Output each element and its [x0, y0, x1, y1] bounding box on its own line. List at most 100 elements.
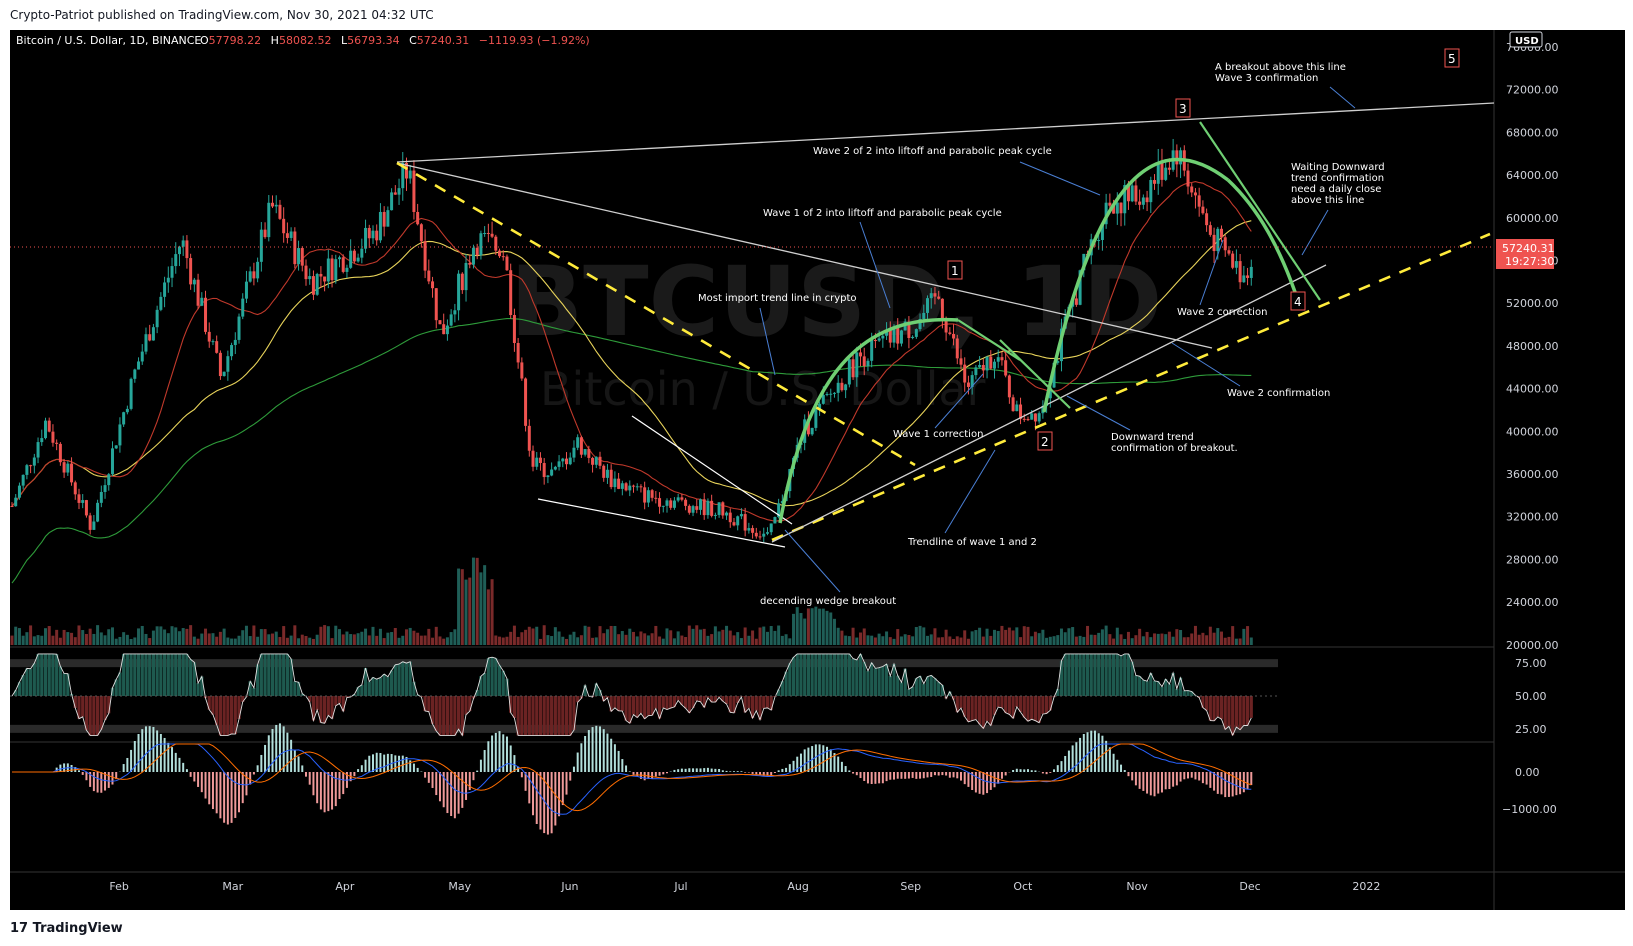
volume-bar [1071, 627, 1075, 645]
btcusd-chart[interactable]: BTCUSD, 1D Bitcoin / U.S. Dollar A break… [10, 30, 1625, 910]
volume-bar [438, 636, 442, 645]
price-tick-label: 32000.00 [1506, 511, 1559, 524]
candle-body [92, 521, 96, 530]
downtrend-line [1199, 121, 1321, 301]
candle-body [1108, 202, 1112, 206]
volume-bar [672, 638, 676, 645]
volume-bar [211, 633, 215, 645]
volume-bar [471, 557, 475, 645]
candle-body [646, 490, 650, 503]
volume-bar [620, 631, 624, 645]
volume-bar [591, 637, 595, 645]
ohlc-change: −1119.93 (−1.92%) [479, 34, 590, 47]
tradingview-logo[interactable]: 17 TradingView [10, 921, 123, 936]
candle-body [181, 240, 185, 247]
last-price-value: 57240.31 [1502, 242, 1555, 255]
volume-bar [215, 636, 219, 645]
candle-body [416, 211, 420, 225]
time-tick-label: Oct [1013, 880, 1033, 893]
ma-line-ma-20 [11, 181, 1252, 522]
candle-body [423, 241, 427, 271]
volume-bar [337, 629, 341, 645]
wedge-lower [537, 498, 786, 548]
candle-body [1149, 180, 1153, 203]
volume-bar [404, 629, 408, 645]
candle-body [844, 384, 848, 391]
volume-bar [1123, 638, 1127, 645]
candle-body [509, 270, 513, 316]
volume-bar [1026, 626, 1030, 645]
volume-bar [114, 638, 118, 645]
volume-bar [933, 628, 937, 645]
candle-body [702, 499, 706, 516]
volume-bar [47, 626, 51, 645]
time-axis[interactable]: Feb Mar Apr May Jun Jul Aug Sep Oct Nov Dec 2022 [109, 880, 1380, 893]
candle-body [196, 279, 200, 306]
volume-bar [449, 632, 453, 645]
volume-bar [468, 577, 472, 645]
rsi-band-upper [10, 659, 1278, 668]
ohlc-o-label: O [200, 34, 209, 47]
volume-bar [1171, 636, 1175, 645]
candle-body [88, 515, 92, 530]
candle-body [985, 356, 989, 371]
volume-bar [613, 625, 617, 645]
candle-body [505, 256, 509, 271]
candle-body [907, 321, 911, 338]
candle-body [408, 170, 412, 179]
volume-bar [952, 638, 956, 645]
candle-body [378, 211, 382, 241]
candle-body [594, 456, 598, 465]
volume-bar [382, 638, 386, 645]
volume-bar [524, 629, 528, 645]
note-most-import: Most import trend line in crypto [698, 293, 857, 304]
volume-bar [851, 627, 855, 645]
volume-bar [334, 625, 338, 645]
price-axis[interactable]: 76000.0072000.0068000.0064000.0060000.00… [1506, 41, 1559, 652]
publisher-line: Crypto-Patriot published on TradingView.… [10, 8, 434, 22]
candle-body [99, 491, 103, 503]
candle-body [538, 457, 542, 464]
candle-body [464, 262, 468, 291]
candle-body [110, 448, 114, 475]
volume-bar [1048, 636, 1052, 645]
note-downward-2: confirmation of breakout. [1111, 443, 1238, 454]
volume-bar [1108, 634, 1112, 645]
resistance-line-top [396, 102, 1495, 163]
chart-area[interactable]: BTCUSD, 1D Bitcoin / U.S. Dollar A break… [10, 30, 1625, 910]
volume-bar [300, 634, 304, 645]
candle-body [758, 536, 762, 538]
volume-bar [1145, 631, 1149, 645]
volume-bar [788, 638, 792, 645]
candle-body [661, 505, 665, 507]
ma-line-ma-50 [11, 220, 1252, 507]
candle-body [888, 330, 892, 343]
candle-body [632, 485, 635, 487]
volume-bar [256, 636, 260, 645]
volume-bar [70, 632, 74, 645]
volume-bar [859, 632, 863, 645]
candle-body [542, 463, 546, 478]
volume-bar [88, 628, 92, 645]
candle-body [449, 314, 453, 326]
volume-bar [1238, 638, 1242, 645]
volume-bar [1086, 625, 1090, 645]
wave-4-box [1290, 291, 1306, 311]
volume-bar [1119, 634, 1123, 645]
candle-body [360, 248, 364, 258]
volume-bar [1130, 638, 1134, 645]
volume-bar [434, 626, 438, 645]
candle-body [1164, 167, 1168, 180]
volume-bar [691, 628, 695, 645]
candle-body [1197, 195, 1201, 207]
volume-bar [844, 635, 848, 645]
currency-badge[interactable] [1509, 31, 1543, 48]
candle-body [114, 445, 118, 449]
candle-body [680, 497, 684, 500]
volume-bar [137, 628, 141, 645]
volume-bar [792, 613, 796, 645]
candle-body [613, 478, 617, 488]
candle-body [259, 229, 263, 262]
candle-body [777, 503, 781, 518]
volume-bar [416, 632, 420, 645]
